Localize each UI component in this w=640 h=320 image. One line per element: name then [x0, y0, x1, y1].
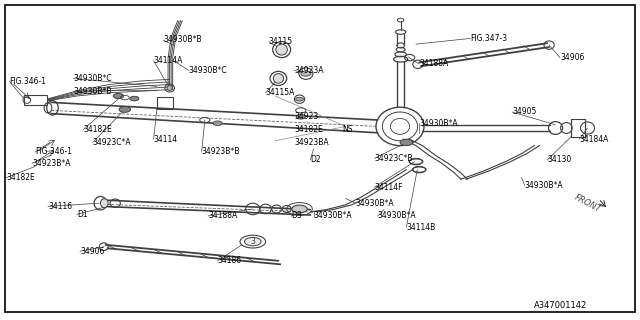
Text: FIG.347-3: FIG.347-3	[470, 34, 508, 43]
Text: FRONT: FRONT	[573, 192, 602, 214]
Bar	[571, 119, 585, 137]
Text: 34114: 34114	[154, 135, 178, 144]
Text: 34930B*A: 34930B*A	[525, 181, 563, 190]
Text: 34906: 34906	[80, 247, 104, 256]
Text: 34906: 34906	[560, 53, 584, 62]
Text: 34182E: 34182E	[83, 125, 112, 134]
Text: 34905: 34905	[512, 108, 536, 116]
Text: 34923A: 34923A	[294, 66, 324, 75]
Text: 34923BA: 34923BA	[294, 138, 329, 147]
Text: 34930B*B: 34930B*B	[163, 36, 202, 44]
Text: FIG.346-1: FIG.346-1	[35, 148, 72, 156]
Text: D2: D2	[310, 156, 321, 164]
Text: 34115: 34115	[269, 37, 293, 46]
Ellipse shape	[167, 85, 172, 90]
Text: 34923C*B: 34923C*B	[374, 154, 413, 163]
Text: 34188A: 34188A	[419, 60, 449, 68]
Text: FIG.346-1: FIG.346-1	[10, 77, 47, 86]
Text: 34930B*C: 34930B*C	[189, 66, 227, 75]
Text: 34115A: 34115A	[266, 88, 295, 97]
Text: 34930B*A: 34930B*A	[378, 212, 416, 220]
Text: 34923: 34923	[294, 112, 319, 121]
Text: 34930B*C: 34930B*C	[74, 74, 112, 83]
Text: 34182E: 34182E	[294, 125, 323, 134]
Circle shape	[296, 97, 303, 101]
Text: 34130: 34130	[547, 156, 572, 164]
Text: 3: 3	[250, 237, 255, 246]
Text: A347001142: A347001142	[534, 301, 588, 310]
Text: 34114F: 34114F	[374, 183, 403, 192]
Circle shape	[213, 121, 222, 125]
Text: 34923C*A: 34923C*A	[93, 138, 131, 147]
Text: 34923B*B: 34923B*B	[202, 148, 240, 156]
Ellipse shape	[276, 44, 287, 55]
Text: 34182E: 34182E	[6, 173, 35, 182]
Bar	[24, 95, 47, 105]
Text: 34188A: 34188A	[208, 212, 237, 220]
Text: D3: D3	[291, 212, 302, 220]
Ellipse shape	[273, 74, 284, 83]
Ellipse shape	[100, 199, 108, 208]
Circle shape	[130, 96, 139, 101]
Circle shape	[301, 71, 311, 76]
Text: 34923B*A: 34923B*A	[32, 159, 70, 168]
Text: NS: NS	[342, 125, 353, 134]
Text: 34930B*B: 34930B*B	[74, 87, 112, 96]
Bar	[157, 97, 173, 109]
Circle shape	[296, 115, 305, 119]
Circle shape	[292, 205, 307, 213]
Text: 34930B*A: 34930B*A	[419, 119, 458, 128]
Circle shape	[244, 237, 261, 246]
Text: 34114B: 34114B	[406, 223, 436, 232]
Circle shape	[113, 93, 124, 99]
Text: 34930B*A: 34930B*A	[355, 199, 394, 208]
Circle shape	[400, 139, 413, 146]
Text: 34930B*A: 34930B*A	[314, 212, 352, 220]
Text: D1: D1	[77, 210, 88, 219]
Text: 34114A: 34114A	[154, 56, 183, 65]
Text: 34186: 34186	[218, 256, 242, 265]
Circle shape	[119, 107, 131, 112]
Text: 34184A: 34184A	[579, 135, 609, 144]
Text: 34116: 34116	[48, 202, 72, 211]
